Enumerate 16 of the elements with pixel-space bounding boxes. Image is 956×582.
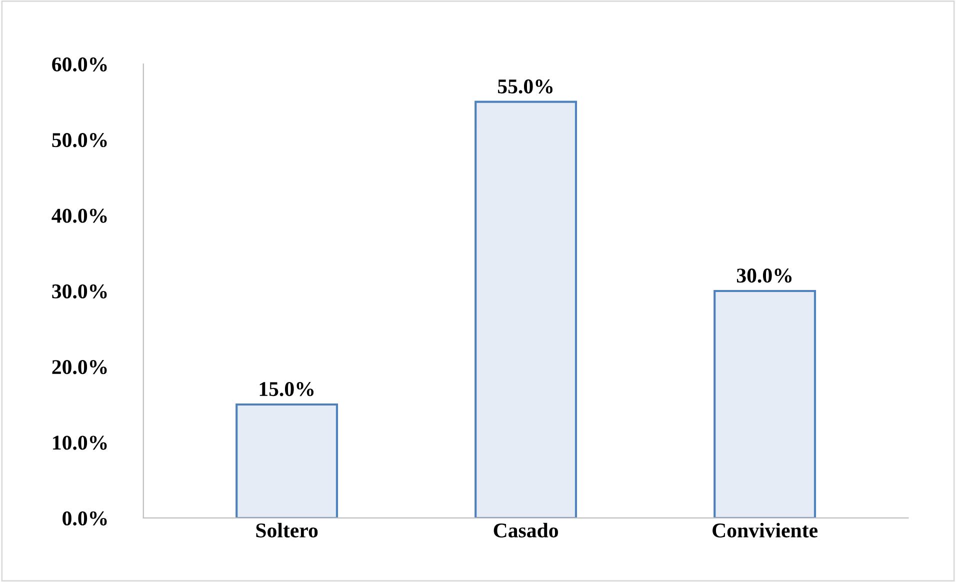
x-tick-label: Soltero <box>256 522 318 538</box>
data-label: 30.0% <box>736 268 792 283</box>
y-tick-label: 50.0% <box>52 133 107 148</box>
y-tick-label: 60.0% <box>52 57 107 72</box>
y-tick-label: 10.0% <box>53 436 107 450</box>
y-tick-label: 30.0% <box>52 284 107 299</box>
y-tick-label: 0.0% <box>62 511 107 526</box>
x-tick-label: Casado <box>494 522 558 538</box>
y-tick-label: 20.0% <box>52 360 107 374</box>
data-label: 15.0% <box>260 382 314 396</box>
data-label: 55.0% <box>498 79 552 94</box>
x-tick-label: Conviviente <box>712 522 818 538</box>
bar <box>236 403 338 518</box>
y-tick-label: 40.0% <box>52 208 107 223</box>
bar <box>714 290 816 518</box>
bar <box>474 100 578 518</box>
